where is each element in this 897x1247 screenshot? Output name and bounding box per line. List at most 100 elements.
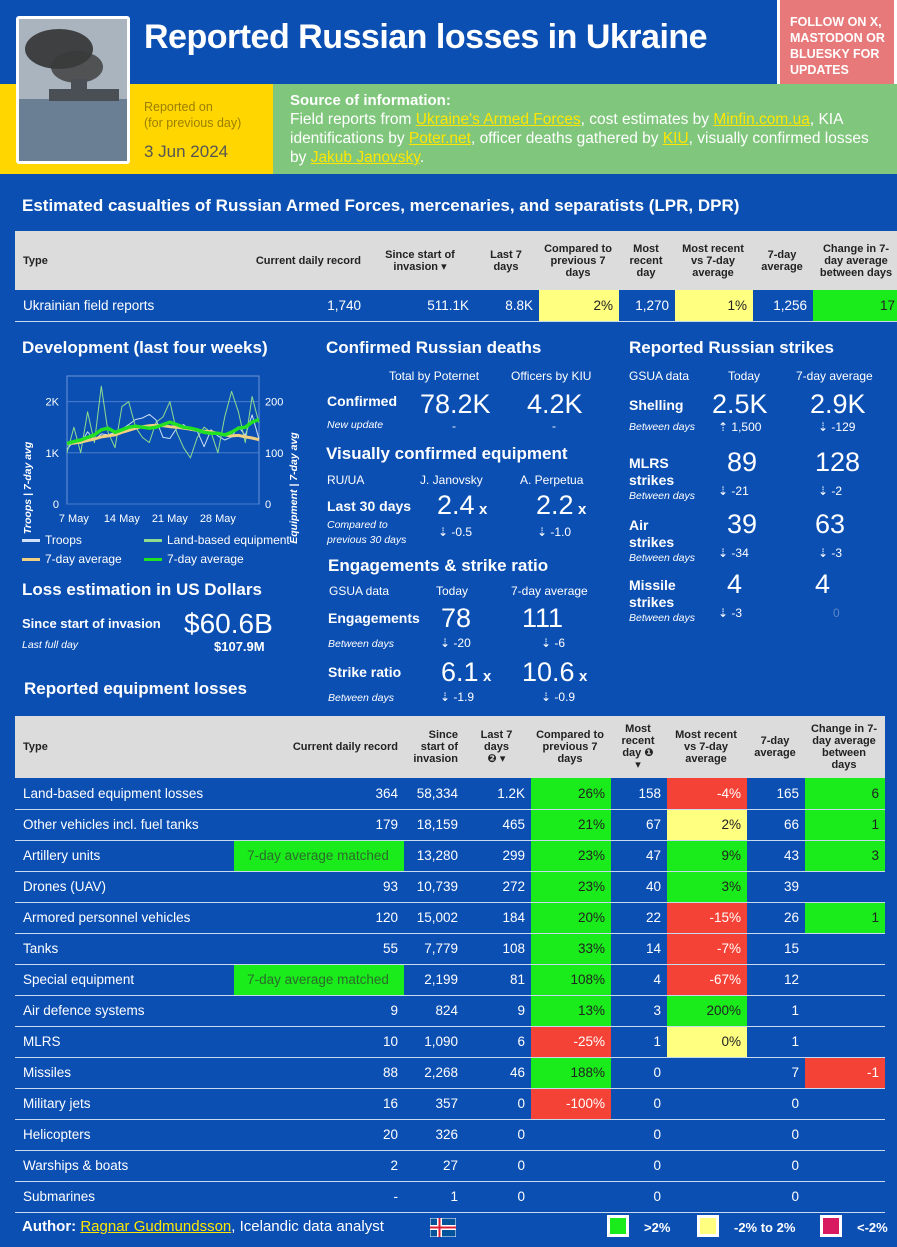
col-recent-day[interactable]: Most recent day ❶ ▾	[611, 716, 667, 778]
col-7day-avg: 7-day average	[747, 716, 805, 778]
casualties-table: Type Current daily record Since start of…	[15, 231, 897, 322]
x-tick-label: 7 May	[59, 513, 89, 525]
usd-label: Since start of invasion	[22, 616, 161, 631]
sort-down-icon: ▾	[499, 753, 506, 765]
col-change: Change in 7-day average between days	[805, 716, 885, 778]
usd-value: $60.6B	[184, 608, 273, 639]
engagement-label: Strike ratio	[328, 664, 402, 680]
left-tick-label: 1K	[46, 448, 60, 460]
col-since-start[interactable]: Since start of invasion ▾	[367, 231, 475, 290]
page-title: Reported Russian losses in Ukraine	[144, 18, 708, 56]
arrow-down-icon: ⇣	[718, 484, 729, 498]
arrow-down-icon: ⇣	[718, 606, 729, 620]
strike-sub: Between days	[629, 421, 695, 433]
visual-d2: ⇣ -1.0	[537, 525, 572, 539]
right-tick-label: 200	[265, 397, 283, 409]
reported-date: 3 Jun 2024	[144, 142, 229, 161]
link-armed-forces[interactable]: Ukraine's Armed Forces	[415, 111, 581, 128]
col-recent-day: Most recent day	[619, 231, 675, 290]
deaths-label: Confirmed	[327, 393, 397, 409]
casualties-title: Estimated casualties of Russian Armed Fo…	[22, 196, 740, 215]
deaths-officers: 4.2K	[527, 389, 583, 419]
engagement-d1: ⇣ -1.9	[440, 690, 475, 704]
info-icon: ❷	[487, 753, 497, 765]
table-row: Tanks 55 7,779 108 33% 14 -7% 15	[15, 933, 885, 965]
reported-on-label: Reported on (for previous day)	[144, 100, 242, 130]
casualties-header-row: Type Current daily record Since start of…	[15, 231, 897, 290]
right-axis-label: Equipment | 7-day avg	[288, 432, 300, 544]
info-icon: ❶	[644, 747, 654, 759]
source-title: Source of information:	[290, 92, 451, 109]
strike-d1: ⇣ -34	[718, 546, 749, 560]
table-row: Missiles 88 2,268 46 188% 0 7 -1	[15, 1057, 885, 1089]
table-row: Air defence systems 9 824 9 13% 3 200% 1	[15, 995, 885, 1027]
strike-label: Missile strikes	[629, 577, 676, 610]
left-tick-label: 2K	[46, 397, 60, 409]
link-kiu[interactable]: KIU	[662, 130, 689, 147]
col-recent-vs-avg: Most recent vs 7-day average	[675, 231, 753, 290]
arrow-down-icon: ⇣	[440, 690, 451, 704]
arrow-down-icon: ⇣	[438, 525, 449, 539]
sort-down-icon: ▾	[635, 759, 641, 771]
strike-d2: ⇣ -2	[818, 484, 843, 498]
engagement-sub: Between days	[328, 692, 394, 704]
arrow-down-icon: ⇣	[541, 690, 552, 704]
strike-avg: 63	[815, 509, 846, 539]
engagement-avg: 111	[522, 603, 564, 633]
link-poternet[interactable]: Poter.net	[408, 130, 471, 147]
engagement-label: Engagements	[328, 610, 420, 626]
table-row: Warships & boats 2 27 0 0 0	[15, 1150, 885, 1182]
usd-title: Loss estimation in US Dollars	[22, 580, 262, 599]
visual-v2: 2.2 x	[536, 490, 587, 520]
legend-label: <-2%	[857, 1220, 888, 1235]
strike-label: Air strikes	[629, 517, 675, 550]
author-link[interactable]: Ragnar Gudmundsson	[80, 1218, 232, 1235]
right-tick-label: 100	[265, 448, 283, 460]
usd-daily: $107.9M	[214, 639, 265, 654]
strike-label: MLRS strikes	[629, 455, 675, 488]
legend-swatch	[607, 1215, 629, 1237]
table-row: Land-based equipment losses 364 58,334 1.2K…	[15, 778, 885, 810]
deaths-delta1: -	[452, 419, 456, 433]
strike-label: Shelling	[629, 397, 684, 413]
strike-today: 4	[727, 569, 743, 599]
col-record: Current daily record	[234, 716, 404, 778]
col-since-start: Since start of invasion	[404, 716, 464, 778]
legend-swatch	[697, 1215, 719, 1237]
link-janovsky[interactable]: Jakub Janovsky	[310, 149, 420, 166]
strikes-h0: GSUA data	[629, 369, 690, 383]
col-type: Type	[15, 231, 224, 290]
visual-h2: A. Perpetua	[520, 473, 584, 487]
deaths-total: 78.2K	[420, 389, 491, 419]
author-line: Author: Ragnar Gudmundsson, Icelandic da…	[22, 1218, 384, 1235]
strike-avg: 2.9K	[810, 389, 866, 419]
engagement-d1: ⇣ -20	[440, 636, 471, 650]
table-row: Other vehicles incl. fuel tanks 179 18,159…	[15, 809, 885, 841]
table-row: Armored personnel vehicles 120 15,002 184 20…	[15, 902, 885, 934]
strike-avg: 4	[815, 569, 831, 599]
series-troops	[66, 413, 260, 450]
arrow-up-icon: ⇡	[718, 420, 729, 434]
col-type: Type	[15, 716, 234, 778]
arrow-down-icon: ⇣	[440, 636, 451, 650]
col-last7: Last 7 days	[475, 231, 539, 290]
legend-label: -2% to 2%	[734, 1220, 796, 1235]
engagement-today: 6.1 x	[441, 657, 492, 687]
follow-banner[interactable]: FOLLOW ON X, MASTODON OR BLUESKY FOR UPD…	[777, 0, 897, 92]
legend-label: >2%	[644, 1220, 671, 1235]
strike-d1: ⇣ -3	[718, 606, 743, 620]
engagement-avg: 10.6 x	[522, 657, 588, 687]
arrow-down-icon: ⇣	[718, 546, 729, 560]
arrow-down-icon: ⇣	[818, 484, 829, 498]
legend-equipment: Land-based equipment	[144, 531, 290, 550]
link-minfin[interactable]: Minfin.com.ua	[713, 111, 810, 128]
visual-h1: J. Janovsky	[420, 473, 483, 487]
col-last7[interactable]: Last 7 days ❷ ▾	[464, 716, 531, 778]
visual-h0: RU/UA	[327, 473, 365, 487]
deaths-h1: Total by Poternet	[389, 369, 480, 383]
deaths-sub: New update	[327, 419, 384, 431]
engagement-d2: ⇣ -6	[541, 636, 566, 650]
strike-d1: ⇣ -21	[718, 484, 749, 498]
source-text: Field reports from Ukraine's Armed Force…	[290, 111, 869, 166]
series-equipment-avg	[66, 417, 260, 446]
